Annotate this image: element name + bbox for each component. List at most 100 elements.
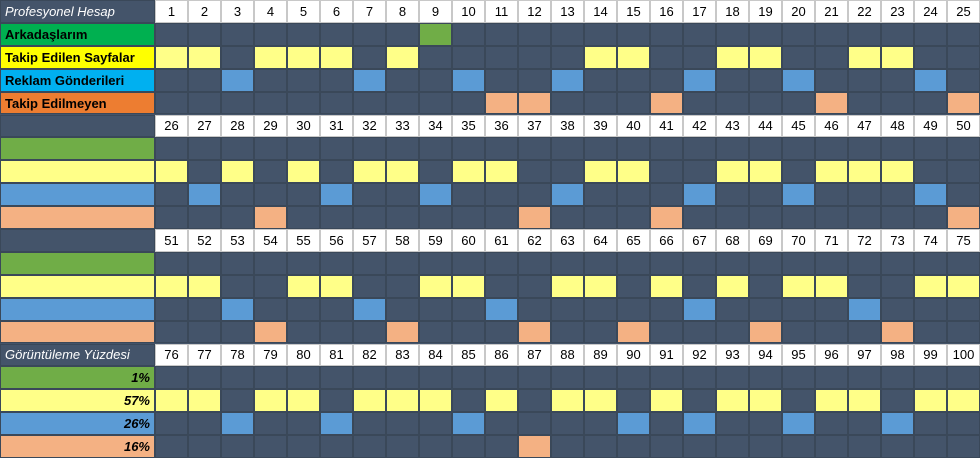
- empty-cell: [518, 297, 551, 321]
- column-number: 28: [221, 114, 254, 138]
- post-cell: [815, 389, 848, 413]
- empty-cell: [749, 251, 782, 275]
- post-cell: [452, 68, 485, 92]
- post-cell: [617, 320, 650, 344]
- empty-cell: [617, 251, 650, 275]
- empty-cell: [815, 45, 848, 69]
- row-swatch: [0, 251, 155, 275]
- empty-cell: [452, 320, 485, 344]
- post-cell: [947, 274, 980, 298]
- empty-cell: [947, 297, 980, 321]
- empty-cell: [452, 91, 485, 115]
- empty-cell: [485, 183, 518, 207]
- column-number: 42: [683, 114, 716, 138]
- post-cell: [485, 91, 518, 115]
- post-cell: [848, 389, 881, 413]
- post-cell: [221, 160, 254, 184]
- empty-cell: [419, 137, 452, 161]
- empty-cell: [386, 251, 419, 275]
- empty-cell: [287, 22, 320, 46]
- post-cell: [452, 160, 485, 184]
- empty-cell: [881, 274, 914, 298]
- empty-cell: [617, 366, 650, 390]
- empty-cell: [617, 137, 650, 161]
- column-number: 88: [551, 343, 584, 367]
- column-number: 56: [320, 229, 353, 252]
- empty-cell: [617, 206, 650, 229]
- empty-cell: [650, 137, 683, 161]
- empty-cell: [518, 160, 551, 184]
- post-cell: [914, 389, 947, 413]
- empty-cell: [848, 68, 881, 92]
- empty-cell: [254, 274, 287, 298]
- empty-cell: [782, 160, 815, 184]
- post-cell: [947, 206, 980, 229]
- empty-cell: [584, 297, 617, 321]
- empty-cell: [881, 91, 914, 115]
- row-label: Takip Edilmeyen: [0, 91, 155, 115]
- empty-cell: [914, 366, 947, 390]
- column-number: 93: [716, 343, 749, 367]
- column-number: 4: [254, 0, 287, 23]
- column-number: 97: [848, 343, 881, 367]
- column-number: 27: [188, 114, 221, 138]
- empty-cell: [419, 91, 452, 115]
- column-number: 22: [848, 0, 881, 23]
- column-number: 86: [485, 343, 518, 367]
- post-cell: [617, 160, 650, 184]
- column-number: 64: [584, 229, 617, 252]
- empty-cell: [584, 412, 617, 436]
- empty-cell: [617, 22, 650, 46]
- empty-cell: [914, 435, 947, 458]
- empty-cell: [287, 435, 320, 458]
- empty-cell: [683, 160, 716, 184]
- empty-cell: [155, 435, 188, 458]
- post-cell: [353, 389, 386, 413]
- empty-cell: [518, 22, 551, 46]
- post-cell: [254, 206, 287, 229]
- empty-cell: [320, 160, 353, 184]
- empty-cell: [650, 45, 683, 69]
- empty-cell: [551, 45, 584, 69]
- empty-cell: [650, 160, 683, 184]
- row-percent: 26%: [0, 412, 155, 436]
- column-number: 15: [617, 0, 650, 23]
- column-number: 7: [353, 0, 386, 23]
- empty-cell: [287, 183, 320, 207]
- empty-cell: [419, 206, 452, 229]
- empty-cell: [419, 251, 452, 275]
- empty-cell: [320, 137, 353, 161]
- empty-cell: [782, 137, 815, 161]
- empty-cell: [155, 91, 188, 115]
- empty-cell: [947, 160, 980, 184]
- empty-cell: [683, 274, 716, 298]
- empty-cell: [947, 435, 980, 458]
- column-number: 53: [221, 229, 254, 252]
- empty-cell: [518, 412, 551, 436]
- empty-cell: [848, 206, 881, 229]
- empty-cell: [254, 68, 287, 92]
- empty-cell: [188, 68, 221, 92]
- column-number: 96: [815, 343, 848, 367]
- empty-cell: [947, 251, 980, 275]
- post-cell: [320, 274, 353, 298]
- empty-cell: [254, 412, 287, 436]
- empty-cell: [155, 366, 188, 390]
- empty-cell: [584, 206, 617, 229]
- post-cell: [254, 389, 287, 413]
- post-cell: [155, 274, 188, 298]
- post-cell: [353, 297, 386, 321]
- empty-cell: [716, 206, 749, 229]
- empty-cell: [782, 251, 815, 275]
- empty-cell: [320, 320, 353, 344]
- empty-cell: [881, 366, 914, 390]
- post-cell: [650, 389, 683, 413]
- post-cell: [353, 68, 386, 92]
- empty-cell: [188, 366, 221, 390]
- empty-cell: [485, 412, 518, 436]
- post-cell: [518, 206, 551, 229]
- empty-cell: [914, 160, 947, 184]
- empty-cell: [419, 160, 452, 184]
- empty-cell: [650, 183, 683, 207]
